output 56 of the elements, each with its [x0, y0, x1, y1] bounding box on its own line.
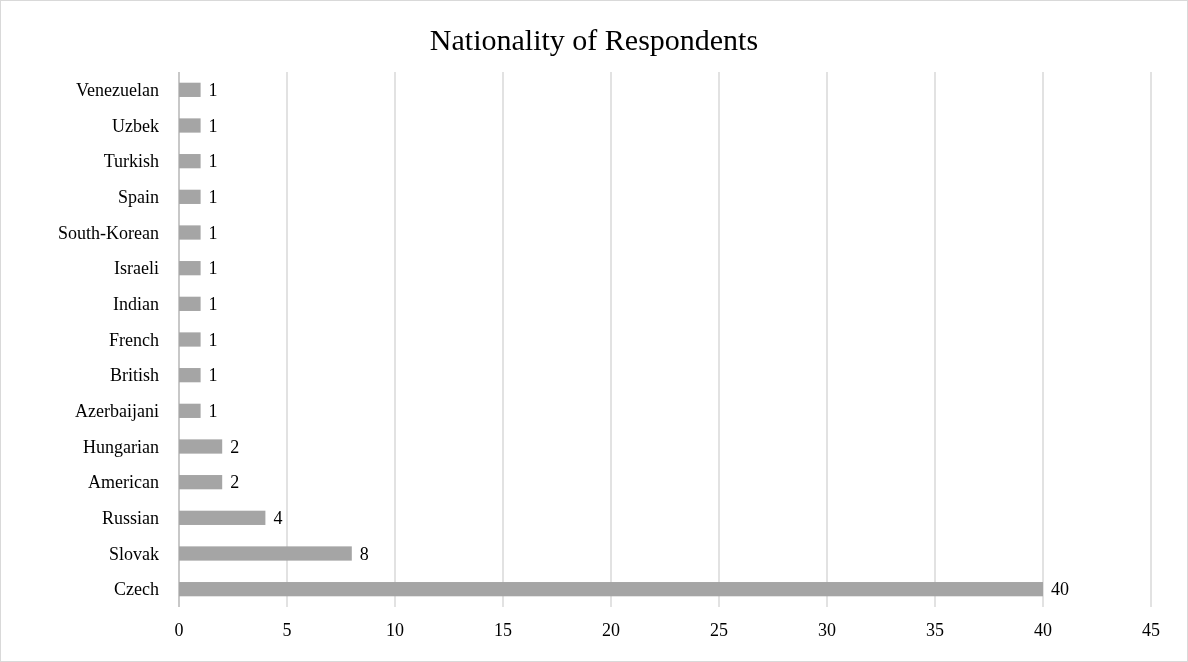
data-label: 2: [230, 472, 240, 493]
x-tick-label: 35: [926, 620, 944, 640]
data-label: 8: [359, 543, 369, 564]
x-tick-label: 45: [1142, 620, 1160, 640]
bar: [179, 403, 201, 418]
bar: [179, 261, 201, 276]
y-tick-label: Czech: [114, 579, 159, 600]
data-label: 1: [208, 151, 218, 172]
bar: [179, 154, 201, 169]
y-tick-label: Venezuelan: [76, 80, 159, 101]
y-tick-label: Uzbek: [112, 115, 159, 136]
bar: [179, 510, 266, 525]
bar: [179, 475, 223, 490]
data-label: 1: [208, 187, 218, 208]
data-label: 1: [208, 401, 218, 422]
x-tick-label: 0: [174, 620, 184, 640]
x-tick-label: 25: [710, 620, 728, 640]
x-tick-label: 30: [818, 620, 836, 640]
y-tick-label: Russian: [101, 508, 159, 529]
data-label: 1: [208, 258, 218, 279]
y-tick-label: Israeli: [114, 258, 159, 279]
bar: [179, 296, 201, 311]
bar: [179, 546, 352, 561]
data-label: 4: [273, 508, 283, 529]
data-label: 2: [230, 436, 240, 457]
data-label: 1: [208, 115, 218, 136]
y-tick-label: Indian: [113, 294, 159, 315]
x-tick-label: 40: [1034, 620, 1052, 640]
bar: [179, 189, 201, 204]
y-tick-label: Turkish: [103, 151, 159, 172]
bar: [179, 332, 201, 347]
data-label: 1: [208, 365, 218, 386]
y-tick-label: Azerbaijani: [75, 401, 159, 422]
chart-title: Nationality of Respondents: [429, 23, 759, 56]
data-label: 1: [208, 329, 218, 350]
y-tick-label: Hungarian: [83, 436, 159, 457]
bar: [179, 439, 223, 454]
bar: [179, 225, 201, 240]
y-tick-label: French: [109, 329, 159, 350]
x-tick-label: 10: [386, 620, 404, 640]
data-label: 40: [1051, 579, 1069, 600]
bar: [179, 368, 201, 383]
bar: [179, 582, 1043, 597]
data-label: 1: [208, 80, 218, 101]
y-tick-label: Slovak: [108, 543, 159, 564]
y-tick-label: South-Korean: [58, 222, 159, 243]
y-tick-label: American: [88, 472, 159, 493]
bar: [179, 82, 201, 97]
data-label: 1: [208, 222, 218, 243]
y-tick-label: Spain: [117, 187, 159, 208]
x-tick-label: 15: [494, 620, 512, 640]
x-tick-label: 20: [602, 620, 620, 640]
y-tick-label: British: [109, 365, 159, 386]
data-label: 1: [208, 294, 218, 315]
x-tick-label: 5: [282, 620, 292, 640]
bar: [179, 118, 201, 133]
